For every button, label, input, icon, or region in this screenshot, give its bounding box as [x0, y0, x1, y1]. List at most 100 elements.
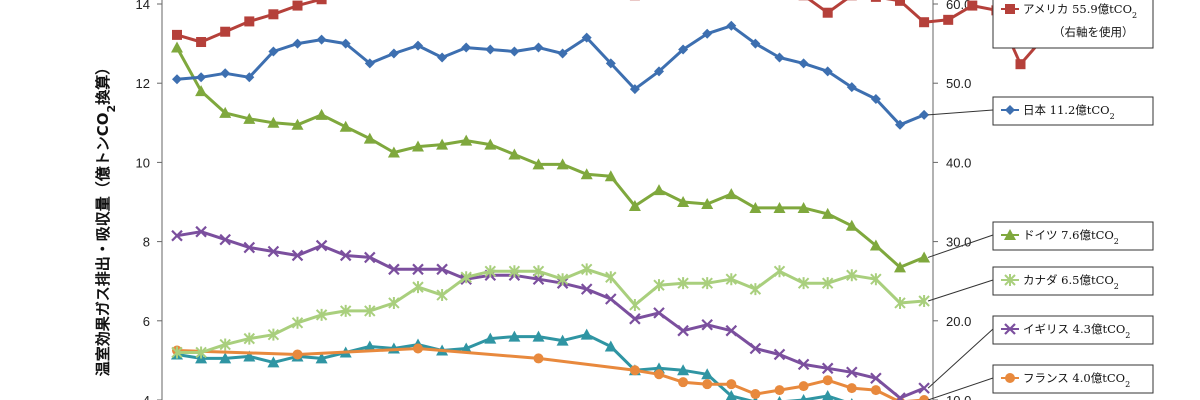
data-point-uk [821, 362, 834, 375]
callout-leader-canada [927, 279, 994, 302]
data-point-japan [798, 58, 809, 69]
data-point-canada [412, 281, 424, 294]
right-tick-label: 50.0 [946, 76, 971, 91]
data-point-france [702, 379, 713, 390]
data-point-japan [292, 38, 303, 49]
data-point-france [678, 377, 689, 388]
data-point-uk [171, 229, 183, 242]
data-point-teal [800, 394, 807, 400]
data-point-uk [605, 293, 617, 305]
data-point-japan [629, 84, 640, 95]
right-tick-label: 30.0 [946, 235, 971, 250]
data-point-uk [773, 348, 786, 361]
legend-label-canada: カナダ 6.5億tCO2 [1023, 273, 1119, 291]
data-point-japan [774, 52, 785, 63]
data-point-canada [725, 273, 738, 286]
data-point-japan [196, 72, 207, 83]
series-france [172, 343, 930, 400]
data-point-japan [340, 38, 351, 49]
callout-box-france [992, 364, 1154, 394]
data-point-usa [1015, 59, 1026, 70]
data-point-germany [363, 132, 376, 144]
data-point-japan [244, 72, 255, 83]
data-point-japan [316, 34, 327, 45]
data-point-germany [677, 196, 690, 207]
legend-marker-usa [1005, 4, 1015, 14]
data-point-uk [291, 249, 304, 262]
data-point-teal [484, 332, 497, 344]
data-point-japan [846, 82, 857, 93]
data-point-france [292, 349, 303, 360]
data-point-france [870, 385, 881, 396]
data-point-germany [436, 138, 449, 150]
legend-label-germany: ドイツ 7.6億tCO2 [1023, 228, 1119, 246]
legend-marker-france [1005, 373, 1015, 383]
callout-leader-uk [927, 328, 994, 389]
series-line-usa [176, 0, 1046, 66]
right-tick-label: 10.0 [946, 393, 971, 400]
data-point-canada [773, 265, 786, 278]
callout-leader-france [927, 377, 994, 400]
data-point-canada [291, 316, 304, 329]
data-point-uk [701, 318, 713, 331]
legend-marker-uk [1004, 323, 1016, 335]
data-point-usa [292, 0, 303, 11]
data-point-canada [315, 308, 328, 321]
data-point-japan [509, 46, 520, 57]
data-point-japan [654, 66, 664, 77]
data-point-france [533, 353, 544, 364]
data-point-france [846, 383, 857, 394]
left-tick-label: 4 [143, 393, 150, 400]
data-point-teal [315, 352, 328, 364]
series-line-teal [176, 333, 845, 400]
data-point-japan [557, 48, 568, 59]
data-point-japan [461, 42, 472, 53]
data-point-uk [243, 241, 256, 254]
data-point-canada [508, 265, 521, 278]
data-point-canada [580, 263, 593, 276]
y-axis-title-subscript: 2 [105, 105, 118, 113]
data-point-japan [268, 46, 279, 57]
legend-callout-japan: 日本 11.2億tCO2 [928, 96, 1154, 126]
data-point-japan [678, 44, 689, 55]
left-tick-label: 8 [143, 235, 150, 250]
data-point-france [750, 389, 761, 400]
data-point-canada [219, 338, 231, 351]
data-point-germany [894, 261, 906, 273]
data-point-germany [460, 134, 473, 146]
data-point-canada [532, 265, 545, 278]
data-point-teal [267, 356, 280, 368]
data-point-japan [364, 58, 375, 69]
data-point-usa [196, 37, 207, 48]
data-point-uk [364, 251, 376, 264]
data-point-germany [484, 138, 497, 150]
data-point-teal [604, 340, 617, 352]
data-point-france [726, 379, 737, 390]
data-point-uk [629, 313, 641, 325]
data-point-canada [436, 289, 448, 302]
data-point-germany [845, 219, 858, 231]
left-tick-label: 12 [136, 76, 150, 91]
data-point-uk [870, 372, 882, 384]
data-point-usa [943, 14, 954, 25]
series-line-germany [175, 46, 925, 269]
data-point-japan [388, 48, 399, 59]
data-point-japan [172, 74, 182, 85]
data-point-japan [870, 94, 881, 105]
series-line-france [176, 347, 925, 400]
series-japan [172, 20, 930, 130]
left-tick-label: 6 [143, 314, 150, 329]
callout-box-germany [992, 221, 1154, 251]
y-axis-title: 温室効果ガス排出・吸収量（億トンCO2換算） [94, 60, 118, 376]
data-point-japan [485, 44, 496, 55]
data-point-germany [195, 85, 208, 97]
data-point-canada [821, 277, 834, 290]
data-point-usa [822, 7, 833, 18]
left-tick-label: 14 [136, 0, 150, 12]
data-point-germany [243, 112, 256, 124]
data-point-france [822, 375, 833, 386]
data-point-teal [580, 328, 593, 340]
data-point-usa [967, 0, 978, 11]
data-point-canada [846, 269, 858, 282]
